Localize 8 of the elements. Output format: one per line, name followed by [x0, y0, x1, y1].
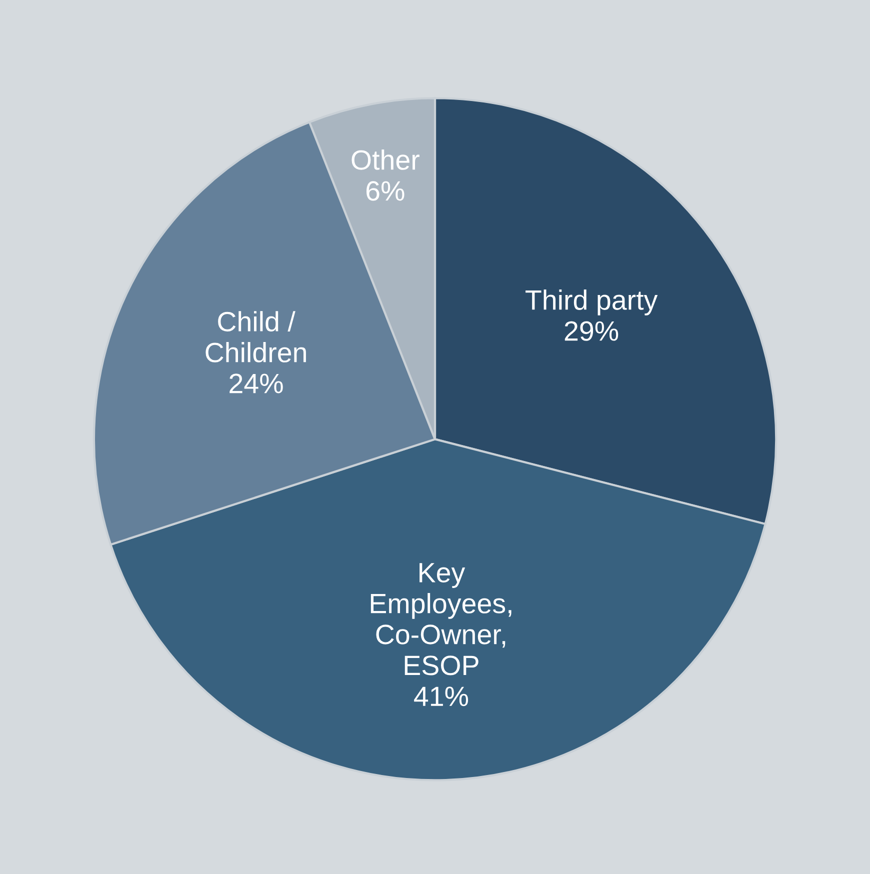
data-label: 24% — [230, 374, 283, 394]
slice-label: Third party — [526, 290, 658, 316]
data-label: 6% — [366, 181, 404, 201]
slice-label: Other — [352, 149, 420, 170]
slice-label: Child / Children — [206, 311, 306, 362]
data-label: 29% — [564, 321, 618, 341]
slice-label: Key Employees, Co-Owner, ESOP — [370, 563, 512, 676]
data-label: 41% — [414, 686, 468, 706]
